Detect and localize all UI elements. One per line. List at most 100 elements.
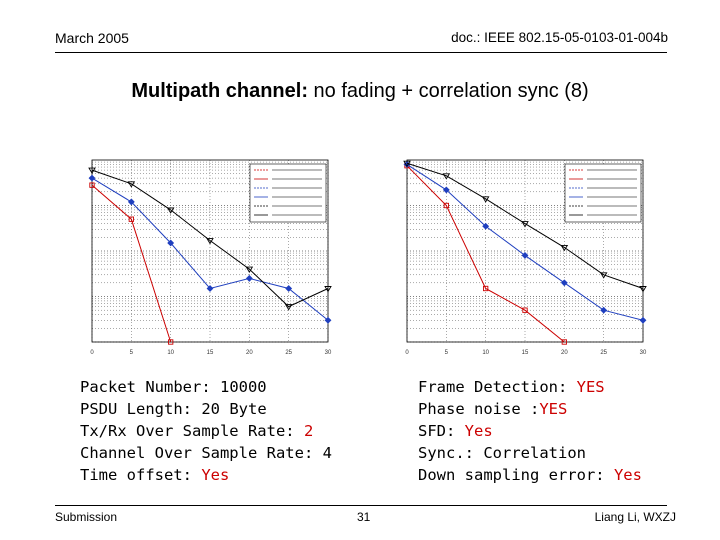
- data-point: [168, 339, 174, 345]
- data-point: [481, 196, 490, 203]
- param-label: Down sampling error:: [418, 466, 614, 484]
- data-point: [245, 274, 253, 282]
- param-label: Time offset:: [80, 466, 202, 484]
- data-point: [166, 207, 175, 214]
- data-point: [482, 222, 490, 230]
- series-line: [91, 184, 172, 343]
- series-line: [91, 169, 329, 308]
- series-line: [406, 165, 565, 343]
- param-line: SFD: Yes: [418, 420, 642, 442]
- slide-title-rest: no fading + correlation sync (8): [307, 80, 589, 102]
- params-left: Packet Number: 10000 PSDU Length: 20 Byte…: [80, 376, 332, 486]
- data-point: [403, 160, 411, 168]
- param-label: Sync.:: [418, 444, 484, 462]
- x-tick-label: 5: [445, 350, 449, 356]
- data-point: [483, 285, 489, 292]
- param-value: 4: [322, 444, 332, 462]
- x-tick-label: 0: [405, 350, 409, 356]
- x-tick-label: 0: [90, 350, 94, 356]
- legend-box: [564, 163, 642, 223]
- x-tick-label: 25: [600, 350, 607, 356]
- data-point: [206, 238, 214, 245]
- param-line: Phase noise :YES: [418, 398, 642, 420]
- ber-plot-right: 0 5 10 15 20 25 30: [403, 159, 647, 356]
- data-point: [324, 316, 332, 324]
- slide-title: Multipath channel: no fading + correlati…: [0, 80, 720, 103]
- header-doc-id: doc.: IEEE 802.15-05-0103-01-004b: [451, 30, 668, 45]
- x-tick-label: 15: [207, 350, 214, 356]
- param-line: PSDU Length: 20 Byte: [80, 398, 332, 420]
- footer-divider: [55, 505, 667, 506]
- param-value: Correlation: [483, 444, 586, 462]
- param-value: 2: [303, 422, 314, 440]
- param-value: 20 Byte: [201, 400, 267, 418]
- data-point: [128, 216, 134, 222]
- data-point: [521, 221, 529, 228]
- param-value: YES: [539, 400, 568, 418]
- series-line: [406, 162, 644, 289]
- x-tick-label: 10: [482, 350, 489, 356]
- param-label: Tx/Rx Over Sample Rate:: [80, 422, 304, 440]
- footer-page-number: 31: [357, 510, 371, 524]
- data-point: [127, 198, 135, 206]
- param-value: Yes: [201, 466, 230, 484]
- param-label: SFD:: [418, 422, 465, 440]
- footer-submission: Submission: [55, 510, 118, 524]
- data-point: [324, 286, 332, 293]
- x-tick-label: 5: [130, 350, 134, 356]
- x-tick-label: 25: [285, 350, 292, 356]
- param-line: Time offset: Yes: [80, 464, 332, 486]
- param-label: Frame Detection:: [418, 378, 577, 396]
- data-point: [88, 174, 96, 182]
- slide-title-bold: Multipath channel:: [131, 80, 308, 102]
- param-label: Packet Number:: [80, 378, 220, 396]
- data-point: [522, 307, 528, 313]
- data-point: [599, 272, 608, 279]
- data-point: [127, 181, 136, 188]
- data-point: [167, 239, 175, 247]
- param-value: Yes: [464, 422, 493, 440]
- param-line: Tx/Rx Over Sample Rate: 2: [80, 420, 332, 442]
- param-line: Frame Detection: YES: [418, 376, 642, 398]
- param-label: Phase noise :: [418, 400, 540, 418]
- param-value: Yes: [613, 466, 642, 484]
- header-divider: [55, 52, 667, 53]
- plot-frame: [91, 159, 329, 343]
- legend-box: [249, 163, 327, 223]
- header-date: March 2005: [55, 30, 129, 46]
- data-point: [600, 306, 608, 314]
- footer-author: Liang Li, WXZJ: [594, 510, 676, 524]
- data-point: [560, 279, 568, 287]
- data-point: [639, 286, 647, 293]
- plot-frame: [406, 159, 644, 343]
- x-tick-label: 10: [167, 350, 174, 356]
- param-value: 10000: [219, 378, 267, 396]
- ber-plot-left: 0 5 10 15 20 25 30: [88, 159, 332, 356]
- data-point: [442, 173, 451, 180]
- data-point: [206, 285, 214, 292]
- x-tick-label: 15: [522, 350, 529, 356]
- data-point: [442, 186, 450, 194]
- param-line: Channel Over Sample Rate: 4: [80, 442, 332, 464]
- data-point: [89, 182, 95, 188]
- data-point: [521, 251, 529, 259]
- params-right: Frame Detection: YES Phase noise :YES SFD:…: [418, 376, 642, 486]
- data-point: [284, 304, 293, 311]
- x-tick-label: 30: [325, 350, 332, 356]
- x-tick-label: 30: [640, 350, 647, 356]
- data-point: [88, 167, 96, 174]
- data-point: [560, 244, 569, 252]
- param-value: YES: [576, 378, 605, 396]
- param-label: Channel Over Sample Rate:: [80, 444, 323, 462]
- data-point: [639, 316, 647, 324]
- data-point: [285, 285, 293, 292]
- data-point: [245, 266, 254, 273]
- data-point: [561, 339, 567, 345]
- x-tick-label: 20: [246, 350, 253, 356]
- param-line: Sync.: Correlation: [418, 442, 642, 464]
- param-line: Packet Number: 10000: [80, 376, 332, 398]
- data-point: [443, 202, 449, 209]
- param-line: Down sampling error: Yes: [418, 464, 642, 486]
- x-tick-label: 20: [561, 350, 568, 356]
- param-label: PSDU Length:: [80, 400, 202, 418]
